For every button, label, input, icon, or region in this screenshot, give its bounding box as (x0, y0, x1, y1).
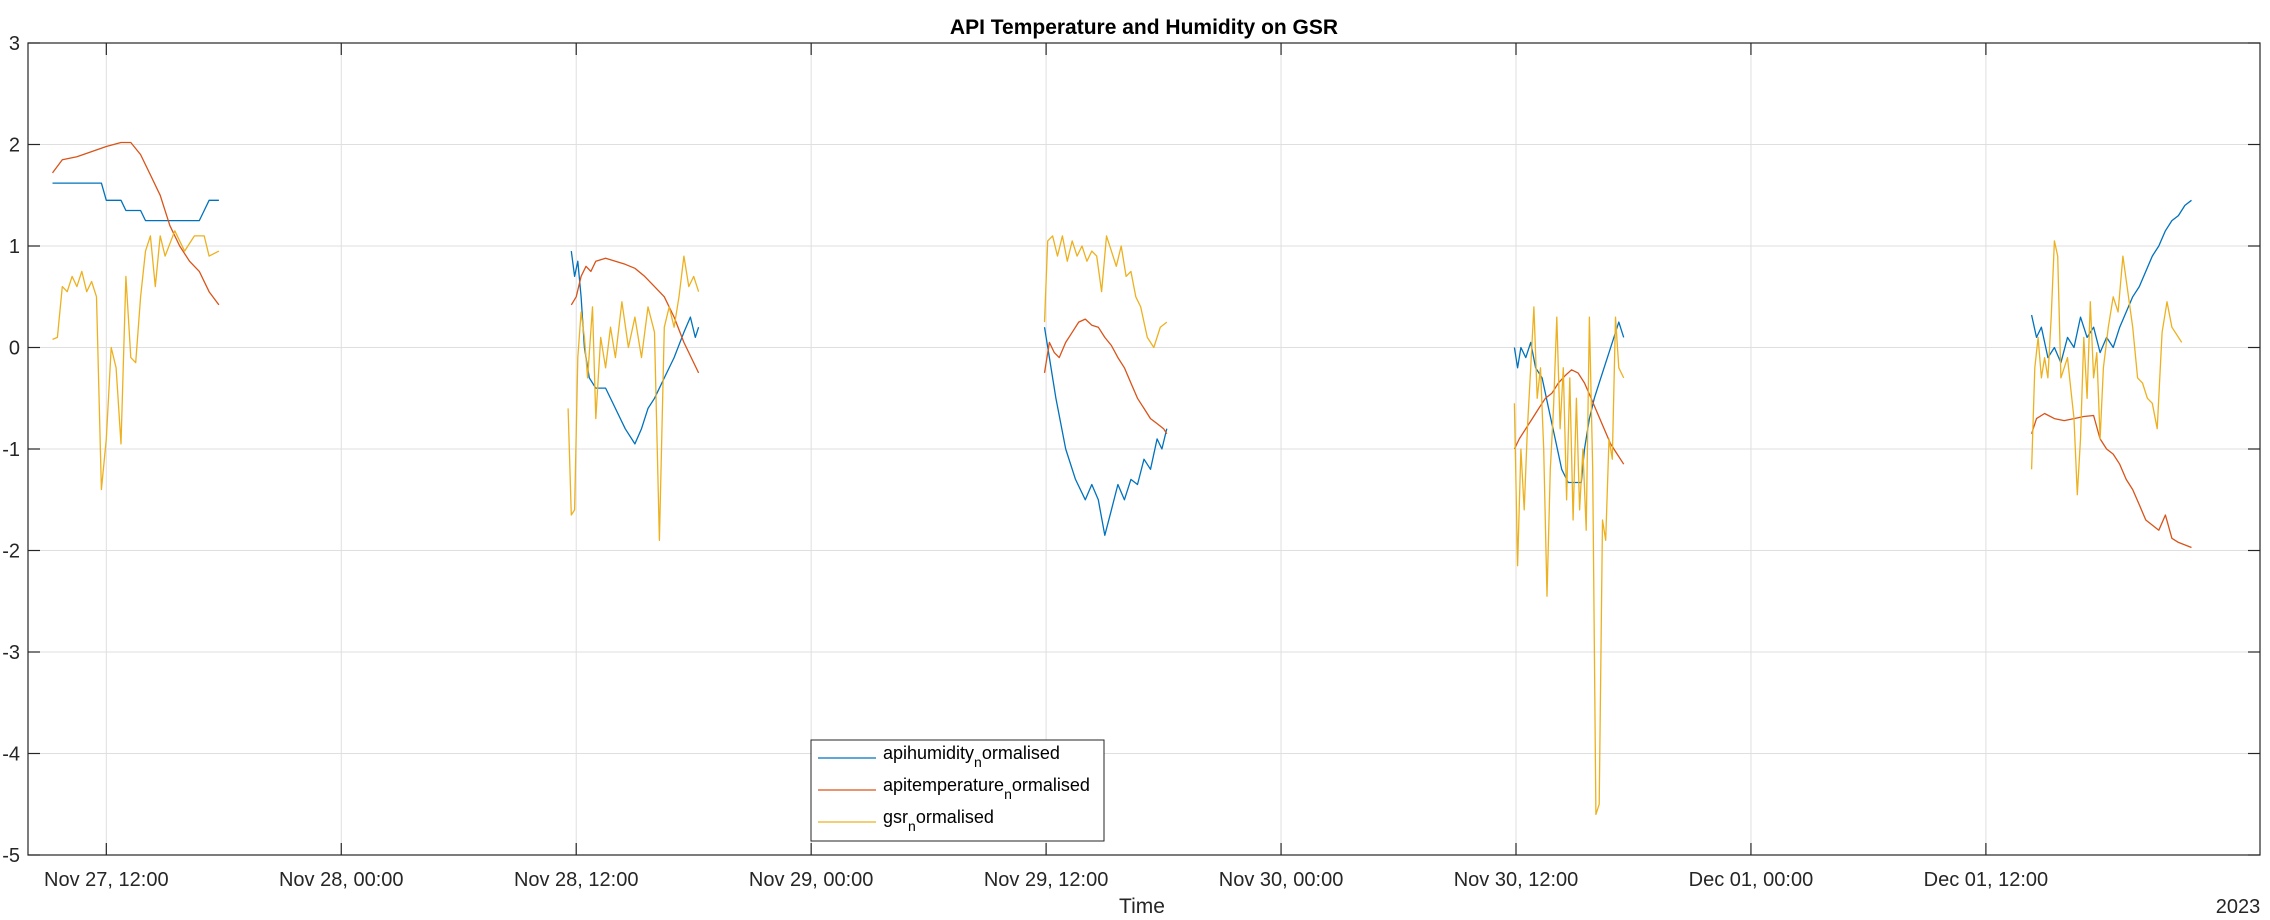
series-line-apitemperature-segment-4 (1513, 369, 1625, 465)
y-tick-label: -4 (2, 744, 20, 766)
series-line-gsr-segment-3 (1043, 235, 1168, 349)
x-tick-label: Dec 01, 12:00 (1924, 869, 2049, 891)
x-tick-label: Nov 30, 12:00 (1454, 869, 1579, 891)
series-line-apitemperature-segment-5 (2030, 412, 2192, 549)
series-line-apihumidity-segment-5 (2030, 199, 2192, 364)
legend-entry-label: apitemperaturenormalised (883, 775, 1090, 802)
series-line-apitemperature-segment-3 (1043, 318, 1168, 435)
series-line-apihumidity-segment-1 (52, 182, 219, 222)
series-line-apitemperature-segment-1 (51, 141, 220, 306)
series-line-gsr-segment-5 (2030, 240, 2183, 496)
series-line-gsr-segment-2 (567, 255, 700, 541)
x-tick-label: Nov 27, 12:00 (44, 869, 169, 891)
x-axis-year-label: 2023 (2216, 896, 2261, 918)
x-tick-label: Nov 30, 00:00 (1219, 869, 1344, 891)
y-tick-label: -1 (2, 439, 20, 461)
legend-entry-label: apihumiditynormalised (883, 743, 1060, 770)
series-line-apihumidity-segment-3 (1043, 327, 1168, 536)
y-tick-label: -3 (2, 642, 20, 664)
chart-title: API Temperature and Humidity on GSR (950, 16, 1338, 39)
series-line-apihumidity-segment-4 (1513, 321, 1625, 484)
x-axis-label: Time (1119, 895, 1165, 918)
y-tick-label: 3 (9, 33, 20, 55)
axis-ticks: -5 -4 -3 -2 -1 0 1 2 3 Nov 27, 12:00 Nov 28, 00:00… (2, 33, 2260, 891)
plot-lines (51, 141, 2192, 816)
x-tick-label: Nov 28, 12:00 (514, 869, 639, 891)
y-tick-label: 0 (9, 338, 20, 360)
series-line-gsr-segment-4 (1513, 306, 1625, 816)
series-line-apitemperature-segment-2 (570, 257, 700, 374)
legend: apihumiditynormalised apitemperaturenorma… (810, 739, 1105, 842)
grid (28, 42, 2260, 856)
legend-entry-label: gsrnormalised (883, 807, 994, 834)
y-tick-label: 1 (9, 236, 20, 258)
x-tick-label: Nov 29, 00:00 (749, 869, 874, 891)
x-tick-label: Dec 01, 00:00 (1689, 869, 1814, 891)
y-tick-label: -2 (2, 541, 20, 563)
x-tick-label: Nov 29, 12:00 (984, 869, 1109, 891)
x-tick-label: Nov 28, 00:00 (279, 869, 404, 891)
y-tick-label: -5 (2, 845, 20, 867)
series-line-gsr-segment-1 (52, 230, 220, 491)
y-tick-label: 2 (9, 135, 20, 157)
